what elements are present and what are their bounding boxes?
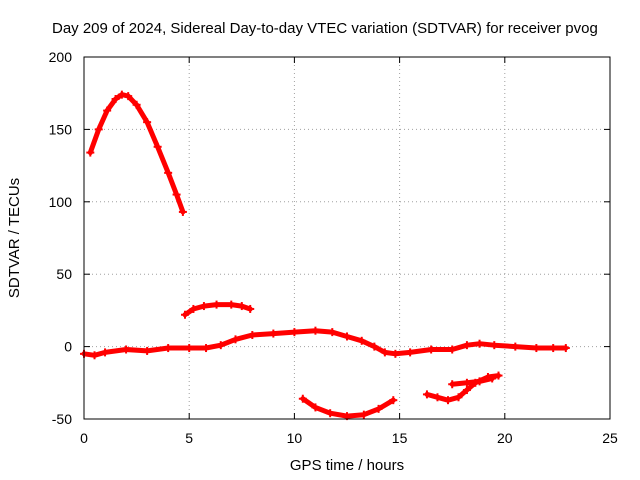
data-point xyxy=(359,410,368,419)
data-point xyxy=(391,349,400,358)
y-tick-label: -50 xyxy=(52,411,72,427)
data-point xyxy=(124,92,133,101)
plot-frame xyxy=(83,56,611,420)
data-point xyxy=(494,371,503,380)
data-point xyxy=(227,300,236,309)
data-point xyxy=(185,344,194,353)
data-point xyxy=(490,341,499,350)
x-tick-label: 15 xyxy=(392,430,408,446)
data-point xyxy=(511,342,520,351)
data-point xyxy=(111,94,120,103)
data-point xyxy=(454,393,463,402)
data-point xyxy=(237,302,246,311)
data-point xyxy=(172,190,181,199)
x-tick-label: 20 xyxy=(497,430,513,446)
x-axis-title: GPS time / hours xyxy=(290,457,404,474)
grid-layer xyxy=(84,57,610,419)
data-point xyxy=(406,348,415,357)
data-point xyxy=(269,329,278,338)
y-tick-label: 0 xyxy=(64,339,72,355)
tick-layer: 0 5 10 15 20 25 -50 0 50 100 150 200 xyxy=(49,49,618,446)
data-point xyxy=(475,339,484,348)
data-point xyxy=(212,300,221,309)
chart-title: Day 209 of 2024, Sidereal Day-to-day VTE… xyxy=(52,20,598,37)
data-point xyxy=(94,125,103,134)
data-point xyxy=(561,344,570,353)
data-point xyxy=(357,336,366,345)
data-point xyxy=(370,342,379,351)
data-point xyxy=(248,331,257,340)
data-point xyxy=(475,377,484,386)
data-point xyxy=(246,304,255,313)
data-point xyxy=(164,344,173,353)
data-point xyxy=(101,348,110,357)
data-point xyxy=(132,100,141,109)
data-point xyxy=(122,345,131,354)
data-point xyxy=(374,404,383,413)
y-axis-title: SDTVAR / TECUs xyxy=(6,178,23,298)
data-point xyxy=(311,326,320,335)
data-point xyxy=(117,90,126,99)
data-point xyxy=(180,310,189,319)
data-point xyxy=(189,304,198,313)
data-point xyxy=(462,341,471,350)
data-point xyxy=(143,346,152,355)
data-point xyxy=(231,335,240,344)
data-point xyxy=(178,207,187,216)
data-point xyxy=(202,344,211,353)
data-point xyxy=(422,390,431,399)
y-tick-label: 150 xyxy=(49,121,73,137)
data-point xyxy=(462,378,471,387)
series-layer xyxy=(80,90,570,421)
data-point xyxy=(311,403,320,412)
data-point xyxy=(443,396,452,405)
data-point xyxy=(164,168,173,177)
series-arc-high xyxy=(87,92,186,215)
data-point xyxy=(380,348,389,357)
x-tick-label: 25 xyxy=(602,430,618,446)
y-tick-label: 200 xyxy=(49,49,73,65)
series-arc-low-3 xyxy=(449,376,495,387)
x-tick-label: 10 xyxy=(287,430,303,446)
data-point xyxy=(153,142,162,151)
x-tick-label: 5 xyxy=(185,430,193,446)
data-point xyxy=(103,106,112,115)
data-point xyxy=(199,302,208,311)
data-point xyxy=(549,344,558,353)
data-point xyxy=(216,341,225,350)
data-point xyxy=(462,386,471,395)
data-point xyxy=(448,380,457,389)
data-point xyxy=(86,148,95,157)
data-point xyxy=(298,394,307,403)
data-point xyxy=(389,396,398,405)
data-point xyxy=(326,409,335,418)
data-point xyxy=(488,374,497,383)
data-point xyxy=(343,332,351,341)
data-point xyxy=(433,393,442,402)
data-point xyxy=(427,345,436,354)
y-tick-label: 100 xyxy=(49,194,73,210)
x-tick-label: 0 xyxy=(80,430,88,446)
data-point xyxy=(328,328,337,337)
data-point xyxy=(143,118,152,127)
data-point xyxy=(532,344,541,353)
data-point xyxy=(448,345,457,354)
data-point xyxy=(90,351,99,360)
y-tick-label: 50 xyxy=(56,266,72,282)
data-point xyxy=(290,328,299,337)
